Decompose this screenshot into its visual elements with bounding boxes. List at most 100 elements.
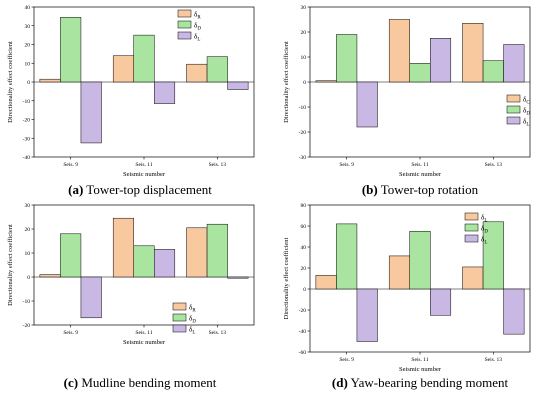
legend-label: δL: [481, 236, 487, 246]
y-tick-label: 20: [25, 43, 31, 49]
legend-swatch: [172, 313, 187, 322]
bar: [388, 19, 410, 83]
bar: [409, 231, 431, 290]
legend-label: δD: [189, 315, 196, 325]
legend-swatch: [464, 234, 479, 243]
y-tick-label: -30: [299, 155, 307, 161]
bar: [388, 255, 410, 290]
bar: [186, 227, 208, 278]
y-tick-label: -40: [299, 329, 307, 335]
y-tick-label: 0: [303, 80, 306, 86]
chart-panel-4: -60 -40 -20 0 20 40 60 80 Seis. 9 Seis. 11 Seis. 1…: [283, 203, 531, 390]
x-axis-label: Seismic number: [399, 171, 442, 178]
y-tick-label: 30: [25, 203, 31, 209]
bar: [430, 288, 452, 316]
x-tick-label: Seis. 13: [485, 357, 503, 363]
y-tick-label: 10: [25, 61, 31, 67]
y-axis-label: Directionality effect coefficient: [7, 41, 14, 123]
legend-label: δL: [481, 214, 487, 224]
y-tick-label: -10: [23, 99, 31, 105]
chart-panel-1: -40 -30 -20 -10 0 10 20 30 40 Seis. 9 Seis. 11 Seis…: [7, 5, 255, 197]
bar: [430, 38, 452, 83]
y-tick-label: 0: [27, 275, 30, 281]
x-axis-label: Seismic number: [123, 339, 166, 346]
y-axis-label: Directionality effect coefficient: [283, 237, 290, 319]
x-tick-label: Seis. 13: [209, 162, 227, 168]
bar: [80, 276, 102, 319]
bar: [133, 34, 155, 83]
bar: [482, 60, 504, 83]
y-tick-label: 30: [25, 24, 31, 30]
legend-swatch: [177, 9, 192, 18]
y-tick-label: -60: [299, 350, 307, 356]
y-tick-label: -20: [299, 130, 307, 136]
bar: [227, 81, 249, 90]
y-tick-label: 60: [301, 224, 307, 230]
legend-label: δL: [189, 326, 195, 336]
y-tick-label: -10: [299, 105, 307, 111]
legend-label: δR: [194, 11, 201, 21]
y-tick-label: -40: [23, 155, 31, 161]
bar: [39, 274, 61, 278]
legend-label: δC: [523, 96, 530, 106]
bar: [462, 23, 484, 83]
y-axis-label: Directionality effect coefficient: [7, 224, 14, 306]
y-tick-label: 30: [301, 5, 307, 11]
bar: [336, 34, 358, 83]
x-axis-label: Seismic number: [123, 171, 166, 178]
legend-label: δL: [523, 118, 529, 128]
y-tick-label: 20: [301, 30, 307, 36]
y-tick-label: 0: [27, 80, 30, 86]
y-tick-label: 20: [25, 227, 31, 233]
chart-panel-2: -30 -20 -10 0 10 20 30 Seis. 9 Seis. 11 Seis. 13 S…: [283, 5, 531, 197]
legend-swatch: [506, 94, 521, 103]
bar: [39, 78, 61, 83]
bar: [227, 276, 249, 279]
bar: [112, 55, 134, 83]
legend-label: δD: [523, 107, 530, 117]
bar: [315, 80, 337, 83]
bar: [206, 223, 228, 278]
x-axis-label: Seismic number: [399, 366, 442, 373]
bar: [186, 63, 208, 83]
bar: [462, 266, 484, 290]
legend-swatch: [172, 302, 187, 311]
y-tick-label: -20: [23, 323, 31, 329]
y-tick-label: 10: [301, 55, 307, 61]
chart-caption: (b) Tower-top rotation: [362, 182, 479, 197]
bar: [154, 249, 176, 278]
x-tick-label: Seis. 11: [411, 357, 428, 363]
bar: [112, 217, 134, 278]
x-tick-label: Seis. 13: [485, 162, 503, 168]
x-tick-label: Seis. 11: [135, 162, 152, 168]
legend-label: δD: [194, 22, 201, 32]
y-tick-label: 40: [25, 5, 31, 11]
y-tick-label: -10: [23, 299, 31, 305]
bar: [60, 17, 82, 83]
y-tick-label: 10: [25, 251, 31, 257]
legend-label: δL: [194, 33, 200, 43]
y-tick-label: 40: [301, 245, 307, 251]
bar: [154, 81, 176, 104]
y-tick-label: -20: [299, 308, 307, 314]
bar: [482, 221, 504, 290]
y-tick-label: -20: [23, 118, 31, 124]
chart-caption: (a) Tower-top displacement: [68, 182, 212, 197]
legend-swatch: [464, 212, 479, 221]
bar: [133, 245, 155, 278]
bar: [315, 275, 337, 290]
legend-swatch: [506, 105, 521, 114]
x-tick-label: Seis. 9: [339, 357, 354, 363]
x-tick-label: Seis. 11: [135, 330, 152, 336]
x-tick-label: Seis. 9: [339, 162, 354, 168]
y-axis-label: Directionality effect coefficient: [283, 41, 290, 123]
bar: [356, 288, 378, 342]
legend-swatch: [506, 116, 521, 125]
bar: [409, 63, 431, 83]
legend-swatch: [177, 20, 192, 29]
